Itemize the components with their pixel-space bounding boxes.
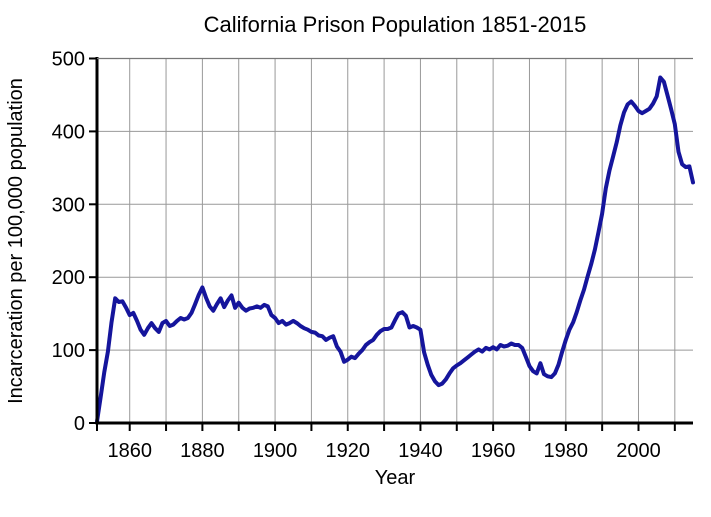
x-tick-label-1960: 1960 [471,440,516,462]
ticks-layer [89,57,676,431]
x-axis-title: Year [375,467,416,489]
x-tick-label-1920: 1920 [326,440,371,462]
axes-layer [95,57,693,425]
data-series-layer [95,75,695,424]
x-tick-label-2000: 2000 [616,440,661,462]
x-tick-label-1860: 1860 [107,440,152,462]
chart-title: California Prison Population 1851-2015 [204,12,587,37]
y-tick-label-500: 500 [52,49,85,71]
gridlines-layer [97,58,693,423]
x-tick-label-1980: 1980 [544,440,589,462]
y-tick-label-400: 400 [52,121,85,143]
x-tick-label-1880: 1880 [180,440,225,462]
data-line-incarceration-rate [95,75,695,424]
y-tick-label-200: 200 [52,267,85,289]
y-axis-title: Incarceration per 100,000 population [5,78,27,404]
x-tick-label-1940: 1940 [398,440,443,462]
x-tick-label-1900: 1900 [253,440,298,462]
tick-labels-layer: 0 100 200 300 400 500 1860 1880 1900 1920 1940 1960… [52,49,661,463]
y-tick-label-300: 300 [52,194,85,216]
y-tick-label-100: 100 [52,340,85,362]
y-tick-label-0: 0 [74,413,85,435]
